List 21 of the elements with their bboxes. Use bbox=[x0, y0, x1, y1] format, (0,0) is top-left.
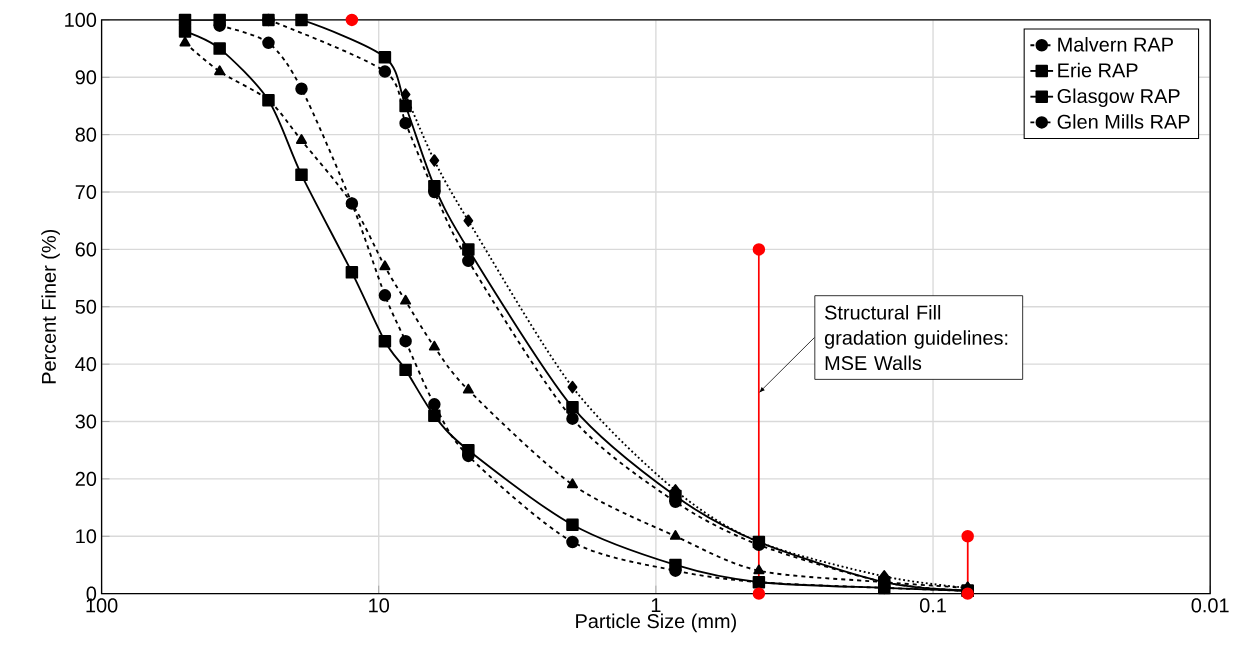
x-tick-label: 0.01 bbox=[1191, 598, 1229, 613]
annotation: Structural Fill gradation guidelines: MSE Walls bbox=[824, 304, 1008, 370]
x-axis-title: Particle Size (mm) bbox=[576, 613, 736, 632]
x-tick-label: 1 bbox=[651, 598, 661, 612]
y-tick-label: 90 bbox=[75, 70, 97, 85]
y-tick-label: 50 bbox=[75, 299, 97, 314]
y-tick-label: 70 bbox=[75, 184, 97, 199]
x-tick-label: 0.1 bbox=[919, 598, 946, 613]
y-tick-label: 40 bbox=[75, 356, 97, 372]
y-axis-title: Percent Finer (%) bbox=[41, 229, 60, 384]
y-tick-label: 100 bbox=[65, 12, 97, 27]
y-tick-label: 20 bbox=[75, 471, 97, 486]
x-tick-label: 10 bbox=[369, 598, 390, 613]
legend-label: Malvern RAP bbox=[1058, 36, 1173, 52]
legend-label: Erie RAP bbox=[1058, 62, 1138, 78]
legend-label: Glen Mills RAP bbox=[1057, 114, 1190, 129]
y-tick-label: 10 bbox=[76, 529, 97, 544]
legend-label: Glasgow RAP bbox=[1057, 88, 1180, 107]
y-tick-label: 80 bbox=[75, 127, 97, 142]
y-tick-label: 60 bbox=[75, 242, 97, 257]
y-tick-label: 30 bbox=[75, 414, 97, 429]
